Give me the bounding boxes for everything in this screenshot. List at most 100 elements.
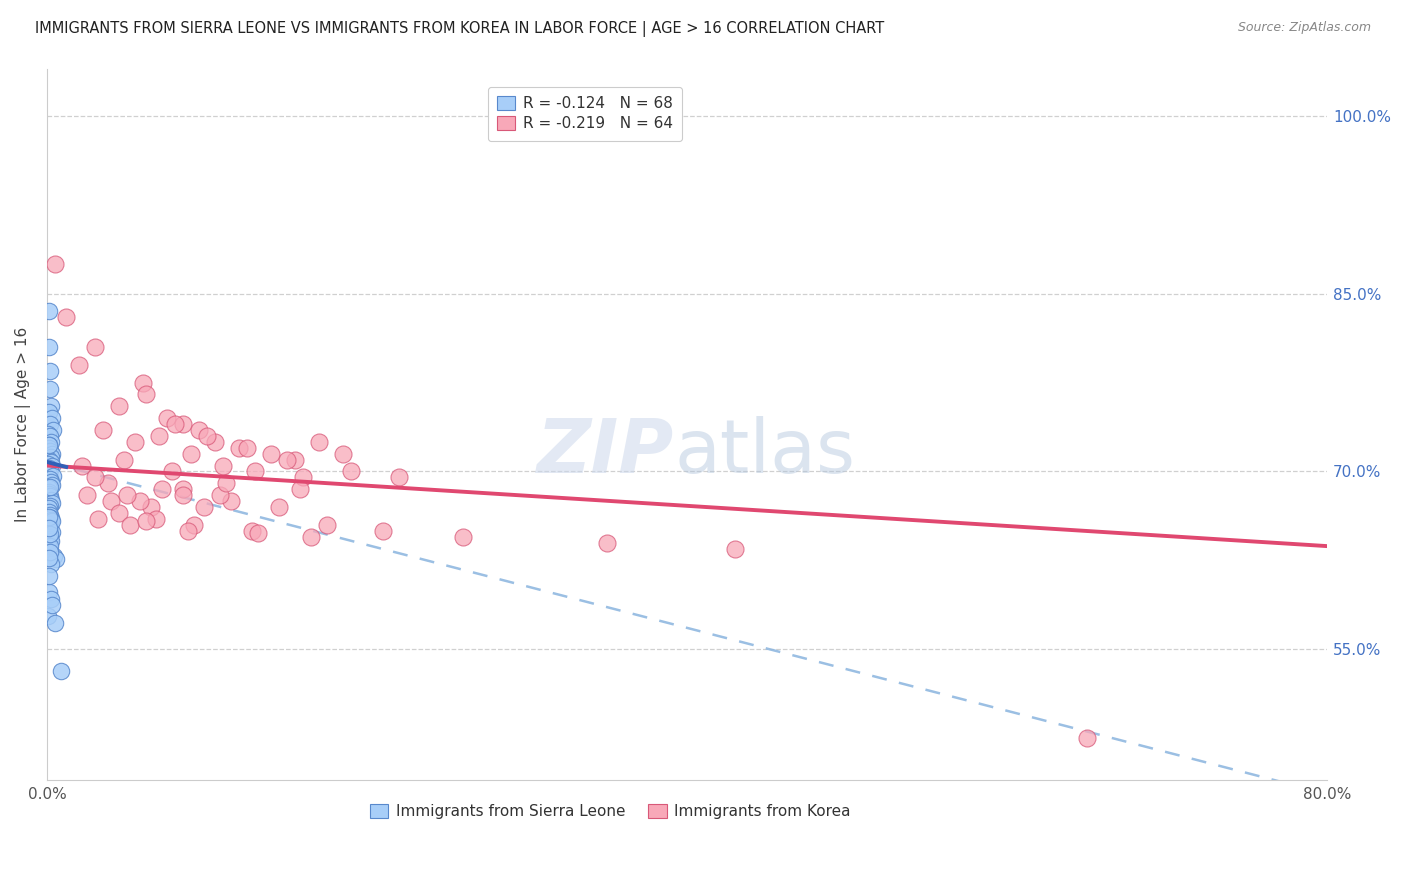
Point — [148, 429, 170, 443]
Point — [108, 399, 131, 413]
Point — [38, 539, 60, 553]
Point — [55, 310, 77, 325]
Point — [39, 463, 62, 477]
Point — [145, 512, 167, 526]
Point — [91, 423, 114, 437]
Point — [41, 411, 63, 425]
Point — [38, 541, 60, 555]
Text: IMMIGRANTS FROM SIERRA LEONE VS IMMIGRANTS FROM KOREA IN LABOR FORCE | AGE > 16 : IMMIGRANTS FROM SIERRA LEONE VS IMMIGRAN… — [35, 21, 884, 37]
Point — [172, 417, 194, 431]
Point — [128, 494, 150, 508]
Point — [97, 476, 120, 491]
Point — [388, 470, 411, 484]
Point — [156, 411, 179, 425]
Point — [38, 340, 60, 354]
Point — [292, 470, 315, 484]
Point — [38, 438, 60, 452]
Point — [41, 496, 63, 510]
Point — [39, 364, 62, 378]
Point — [38, 467, 60, 481]
Point — [39, 475, 62, 490]
Point — [276, 452, 298, 467]
Point — [39, 532, 62, 546]
Point — [38, 568, 60, 582]
Point — [38, 472, 60, 486]
Point — [38, 520, 60, 534]
Point — [41, 599, 63, 613]
Point — [371, 524, 394, 538]
Point — [38, 405, 60, 419]
Point — [39, 523, 62, 537]
Point — [38, 382, 60, 396]
Point — [188, 423, 211, 437]
Text: Source: ZipAtlas.com: Source: ZipAtlas.com — [1237, 21, 1371, 34]
Point — [41, 592, 63, 607]
Point — [228, 441, 250, 455]
Point — [240, 524, 263, 538]
Point — [135, 387, 157, 401]
Point — [236, 441, 259, 455]
Point — [108, 506, 131, 520]
Point — [44, 257, 66, 271]
Point — [39, 545, 62, 559]
Point — [316, 517, 339, 532]
Point — [193, 500, 215, 514]
Point — [38, 441, 60, 455]
Point — [177, 524, 200, 538]
Point — [451, 530, 474, 544]
Point — [38, 429, 60, 443]
Point — [41, 513, 63, 527]
Point — [38, 304, 60, 318]
Point — [38, 438, 60, 452]
Point — [39, 499, 62, 513]
Point — [115, 488, 138, 502]
Point — [38, 528, 60, 542]
Point — [135, 514, 157, 528]
Point — [332, 447, 354, 461]
Point — [84, 470, 107, 484]
Point — [183, 517, 205, 532]
Point — [87, 512, 110, 526]
Point — [340, 465, 363, 479]
Point — [139, 500, 162, 514]
Point — [172, 482, 194, 496]
Legend: Immigrants from Sierra Leone, Immigrants from Korea: Immigrants from Sierra Leone, Immigrants… — [364, 798, 856, 825]
Point — [39, 417, 62, 431]
Point — [267, 500, 290, 514]
Point — [45, 552, 67, 566]
Point — [284, 452, 307, 467]
Point — [39, 527, 62, 541]
Point — [51, 664, 73, 678]
Text: atlas: atlas — [675, 416, 855, 489]
Point — [38, 484, 60, 499]
Point — [76, 488, 98, 502]
Point — [37, 458, 59, 472]
Point — [41, 458, 63, 473]
Point — [38, 481, 60, 495]
Point — [38, 505, 60, 519]
Point — [37, 426, 59, 441]
Point — [132, 376, 155, 390]
Point — [38, 508, 60, 523]
Point — [724, 541, 747, 556]
Point — [260, 447, 283, 461]
Text: ZIP: ZIP — [537, 416, 675, 489]
Point — [212, 458, 235, 473]
Point — [124, 434, 146, 449]
Point — [243, 465, 266, 479]
Point — [172, 488, 194, 502]
Point — [299, 530, 322, 544]
Point — [44, 616, 66, 631]
Point — [100, 494, 122, 508]
Point — [195, 429, 218, 443]
Point — [39, 399, 62, 413]
Point — [41, 434, 63, 449]
Point — [120, 517, 142, 532]
Point — [39, 489, 62, 503]
Point — [150, 482, 173, 496]
Point — [41, 492, 63, 507]
Point — [41, 477, 63, 491]
Point — [596, 535, 619, 549]
Point — [308, 434, 330, 449]
Point — [38, 461, 60, 475]
